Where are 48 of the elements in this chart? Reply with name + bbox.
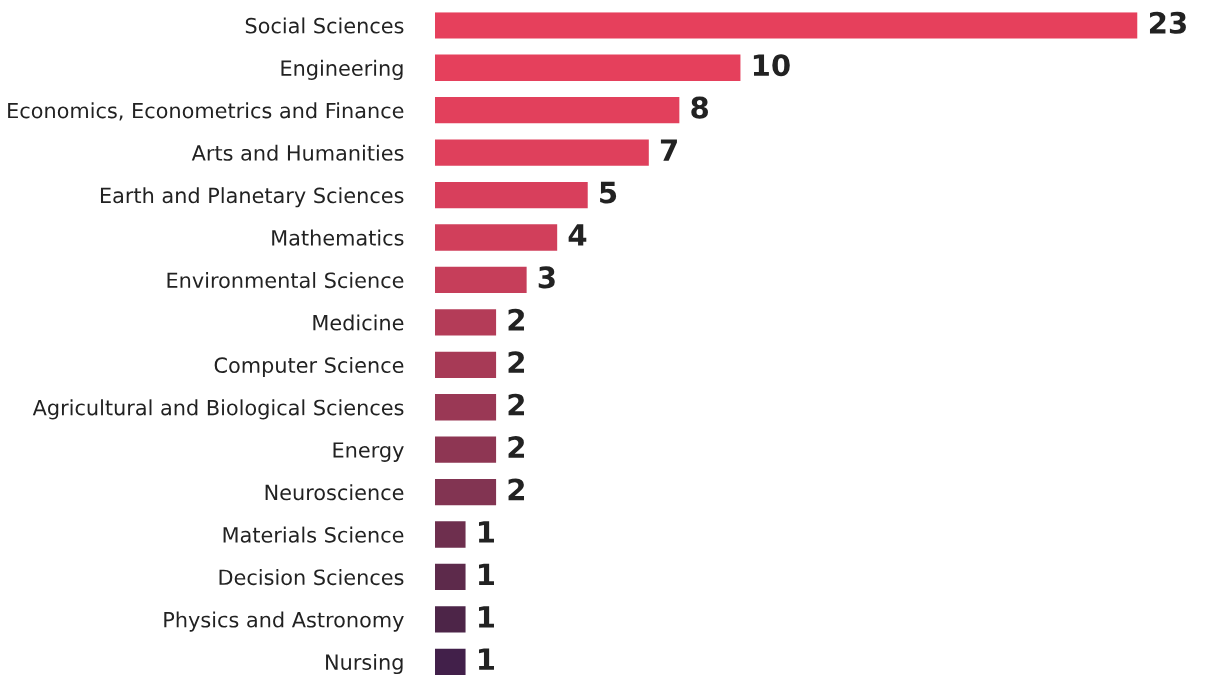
bar: [435, 394, 497, 421]
y-tick-label: Environmental Science: [167, 272, 404, 289]
data-label: 23: [1149, 11, 1186, 34]
bar: [435, 224, 558, 251]
bar: [435, 648, 466, 675]
bar: [435, 521, 466, 548]
bar: [435, 266, 527, 294]
y-tick-label: Neuroscience: [265, 484, 404, 501]
bar: [435, 97, 680, 124]
data-label: 2: [508, 478, 525, 501]
y-tick-label: Energy: [333, 442, 404, 462]
y-tick-label: Computer Science: [214, 356, 404, 378]
data-label: 1: [478, 648, 494, 670]
y-tick-label: Engineering: [281, 59, 403, 81]
bar: [435, 563, 466, 591]
bar: [435, 54, 741, 81]
y-tick-label: Earth and Planetary Sciences: [100, 187, 404, 208]
data-label: 2: [508, 436, 525, 458]
data-label: 1: [478, 563, 494, 585]
y-tick-label: Mathematics: [272, 229, 404, 246]
y-tick-label: Medicine: [313, 314, 404, 331]
data-label: 8: [691, 96, 708, 119]
y-tick-label: Physics and Astronomy: [164, 611, 404, 632]
data-label: 3: [538, 266, 555, 289]
data-label: 10: [753, 54, 790, 77]
bar: [435, 181, 588, 209]
y-tick-label: Arts and Humanities: [191, 144, 404, 161]
data-label: 5: [600, 181, 617, 204]
data-label: 7: [660, 139, 677, 161]
bar: [435, 351, 497, 378]
data-label: 4: [568, 224, 587, 246]
bar: [435, 606, 466, 633]
y-tick-label: Materials Science: [223, 526, 404, 543]
y-tick-label: Agricultural and Biological Sciences: [32, 399, 404, 420]
bar: [435, 478, 497, 506]
data-label: 2: [508, 393, 525, 416]
y-tick-label: Nursing: [326, 653, 403, 675]
data-label: 2: [508, 308, 525, 331]
bar: [435, 12, 1138, 39]
bar: [435, 139, 649, 166]
data-label: 1: [478, 606, 494, 628]
y-tick-label: Social Sciences: [245, 17, 404, 34]
data-label: 2: [508, 351, 525, 373]
y-tick-label: Decision Sciences: [219, 569, 404, 586]
data-label: 1: [478, 521, 494, 543]
bar: [435, 436, 497, 463]
y-tick-label: Economics, Econometrics and Finance: [8, 102, 404, 121]
bar: [435, 309, 497, 336]
